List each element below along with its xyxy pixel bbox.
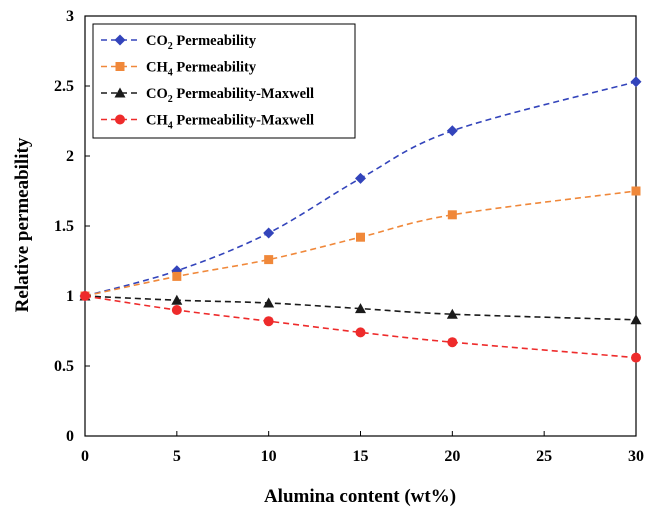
legend-entry-4: CH4 Permeability-Maxwell bbox=[101, 113, 314, 132]
data-point bbox=[263, 316, 274, 327]
data-point bbox=[631, 352, 641, 363]
x-tick-label: 30 bbox=[628, 448, 644, 465]
x-tick-label: 0 bbox=[81, 448, 89, 465]
legend-label: CH4 Permeability-Maxwell bbox=[146, 113, 314, 132]
legend-label-rest: Permeability bbox=[173, 60, 257, 76]
legend-label-rest: Permeability-Maxwell bbox=[173, 86, 314, 102]
data-point bbox=[80, 291, 90, 301]
data-point bbox=[264, 255, 274, 265]
x-tick-label: 20 bbox=[444, 448, 460, 465]
legend-label-subscript: 4 bbox=[168, 121, 173, 132]
data-point bbox=[355, 303, 366, 314]
y-tick-label: 0 bbox=[66, 428, 74, 445]
y-tick-label: 2.5 bbox=[54, 78, 74, 95]
data-point bbox=[355, 172, 366, 184]
x-tick-label: 15 bbox=[353, 448, 369, 465]
data-point bbox=[446, 308, 458, 319]
x-tick-label: 25 bbox=[536, 448, 552, 465]
axis-ticks: 00.511.522.530 5 10 15 20 25 30 bbox=[54, 8, 644, 465]
data-point bbox=[171, 305, 182, 315]
legend-label-subscript: 2 bbox=[168, 41, 173, 52]
legend-label-rest: Permeability bbox=[173, 33, 257, 49]
data-point bbox=[172, 271, 182, 281]
legend-label-main: CH bbox=[146, 60, 168, 76]
data-point bbox=[263, 227, 275, 239]
y-tick-label: 0.5 bbox=[54, 358, 74, 375]
data-point bbox=[447, 210, 457, 220]
legend-entry-2: CH4 Permeability bbox=[101, 60, 257, 79]
legend-label-rest: Permeability-Maxwell bbox=[173, 113, 314, 129]
data-point bbox=[447, 337, 458, 348]
series-line bbox=[84, 295, 637, 321]
data-point bbox=[446, 125, 458, 137]
legend-entry-1: CO2 Permeability bbox=[101, 33, 257, 52]
legend-marker bbox=[114, 87, 126, 98]
y-tick-label: 1.5 bbox=[54, 218, 74, 235]
x-tick-label: 10 bbox=[261, 448, 277, 465]
legend-marker bbox=[114, 34, 126, 46]
legend-label: CH4 Permeability bbox=[146, 60, 257, 79]
x-tick-label: 5 bbox=[173, 448, 181, 465]
legend-label: CO2 Permeability bbox=[146, 33, 257, 52]
legend-label-subscript: 4 bbox=[168, 68, 173, 79]
x-axis-title: Alumina content (wt%) bbox=[264, 486, 456, 507]
data-point bbox=[356, 232, 365, 242]
data-point bbox=[263, 297, 275, 308]
legend-label-main: CO bbox=[146, 33, 168, 49]
data-point bbox=[355, 327, 366, 338]
y-tick-label: 2 bbox=[66, 148, 74, 165]
legend-label-main: CO bbox=[146, 86, 168, 102]
y-axis-title: Relative permeability bbox=[12, 137, 33, 312]
series-line bbox=[84, 295, 637, 359]
data-point bbox=[630, 76, 642, 88]
legend-marker bbox=[115, 62, 125, 71]
legend-label-subscript: 2 bbox=[168, 94, 173, 105]
legend-label: CO2 Permeability-Maxwell bbox=[146, 86, 314, 105]
legend-entry-3: CO2 Permeability-Maxwell bbox=[101, 86, 314, 105]
y-tick-label: 3 bbox=[66, 8, 74, 25]
y-tick-label: 1 bbox=[66, 288, 74, 305]
data-point bbox=[631, 186, 641, 196]
legend-label-main: CH bbox=[146, 113, 168, 129]
series-layer bbox=[79, 76, 642, 363]
legend-marker bbox=[115, 114, 125, 125]
data-point bbox=[171, 294, 183, 305]
series-4 bbox=[80, 291, 641, 363]
data-point bbox=[630, 314, 642, 325]
